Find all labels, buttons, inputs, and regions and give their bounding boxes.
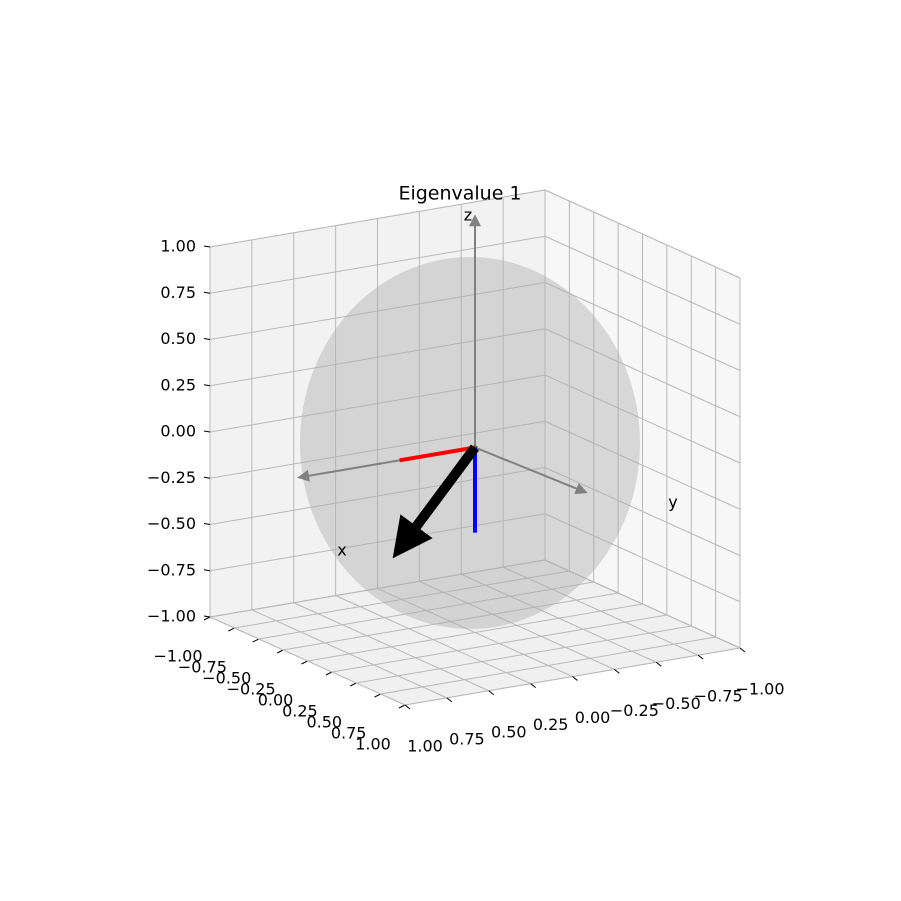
tick-mark bbox=[203, 338, 211, 340]
grid-line bbox=[209, 328, 546, 387]
y-tick-label: −0.25 bbox=[610, 701, 659, 720]
grid-line bbox=[209, 235, 546, 294]
z-tick-label: 0.00 bbox=[160, 422, 196, 441]
tick-mark bbox=[203, 615, 211, 618]
tick-mark bbox=[203, 569, 211, 572]
y-tick-label: −0.75 bbox=[694, 687, 743, 706]
tick-mark bbox=[614, 668, 620, 674]
y-tick-label: 0.00 bbox=[575, 708, 611, 727]
tick-mark bbox=[739, 647, 746, 653]
grid-line bbox=[544, 420, 741, 510]
grid-line bbox=[209, 282, 546, 340]
grid-line bbox=[419, 580, 615, 670]
tick-mark bbox=[228, 627, 235, 632]
x-tick-label: 0.75 bbox=[331, 724, 367, 743]
tick-mark bbox=[203, 384, 211, 387]
vector bbox=[399, 445, 476, 463]
tick-mark bbox=[697, 654, 704, 660]
tick-mark bbox=[203, 430, 211, 433]
plot: −1.00−0.75−0.50−0.250.000.250.500.751.00… bbox=[147, 214, 785, 756]
tick-mark bbox=[572, 676, 578, 681]
z-tick-label: −0.25 bbox=[147, 468, 196, 487]
y-tick-label: 0.50 bbox=[491, 722, 527, 741]
tick-mark bbox=[203, 616, 211, 621]
grid-line bbox=[209, 189, 546, 248]
y-tick-label: −0.50 bbox=[652, 694, 701, 713]
z-tick-label: 0.50 bbox=[160, 329, 196, 348]
chart-title: Eigenvalue 1 bbox=[398, 183, 521, 205]
z-tick-label: 0.75 bbox=[160, 283, 196, 302]
grid-line bbox=[209, 420, 546, 479]
tick-mark bbox=[655, 661, 662, 667]
y-tick-label: 1.00 bbox=[407, 737, 443, 756]
z-tick-label: −0.50 bbox=[147, 514, 196, 533]
x-tick-label: −0.25 bbox=[227, 680, 276, 699]
y-axis-label: y bbox=[668, 493, 677, 512]
grid-line bbox=[544, 513, 741, 603]
x-tick-label: −1.00 bbox=[153, 647, 202, 666]
grid-line bbox=[544, 189, 741, 279]
grid-line bbox=[544, 282, 741, 371]
grid-line bbox=[209, 374, 546, 433]
grid-line bbox=[502, 566, 699, 656]
grid-line bbox=[461, 573, 657, 663]
tick-mark bbox=[374, 693, 381, 698]
grid bbox=[203, 189, 746, 710]
grid-line bbox=[544, 235, 741, 325]
tick-mark bbox=[530, 683, 536, 689]
x-tick-label: 0.50 bbox=[306, 713, 342, 732]
tick-mark bbox=[252, 638, 259, 643]
tick-mark bbox=[398, 704, 406, 709]
x-tick-label: 0.00 bbox=[258, 691, 294, 710]
vector bbox=[392, 444, 480, 559]
z-tick-label: −1.00 bbox=[147, 607, 196, 626]
grid-line bbox=[209, 467, 546, 525]
tick-mark bbox=[203, 523, 211, 525]
grid-line bbox=[377, 588, 573, 677]
tick-mark bbox=[301, 660, 308, 665]
tick-mark bbox=[276, 649, 284, 654]
tick-mark bbox=[203, 476, 211, 479]
grid-line bbox=[209, 513, 546, 572]
x-tick-label: −0.50 bbox=[202, 669, 251, 688]
grid-line bbox=[544, 467, 741, 556]
grid-line bbox=[293, 602, 489, 692]
x-tick-label: 1.00 bbox=[355, 735, 391, 754]
grid-line bbox=[544, 559, 741, 649]
grid-line bbox=[209, 559, 546, 618]
y-tick-label: 0.75 bbox=[449, 729, 485, 748]
z-axis-label: z bbox=[464, 206, 472, 225]
grid-line bbox=[251, 609, 448, 699]
grid-line bbox=[209, 616, 406, 706]
tick-mark bbox=[488, 690, 495, 696]
grid-line bbox=[544, 328, 741, 418]
y-tick-label: −1.00 bbox=[735, 680, 784, 699]
tick-mark bbox=[203, 245, 211, 248]
z-tick-label: 1.00 bbox=[160, 237, 196, 256]
z-tick-label: 0.25 bbox=[160, 375, 196, 394]
tick-mark bbox=[203, 291, 211, 294]
y-tick-label: 0.25 bbox=[533, 715, 569, 734]
tick-mark bbox=[404, 704, 411, 710]
x-tick-label: −0.75 bbox=[178, 658, 227, 677]
axis-arrow bbox=[474, 446, 588, 495]
grid-line bbox=[335, 595, 531, 685]
tick-mark bbox=[350, 682, 357, 687]
tick-mark bbox=[446, 697, 453, 703]
sphere bbox=[300, 257, 640, 629]
grid-line bbox=[544, 374, 741, 464]
z-tick-label: −0.75 bbox=[147, 560, 196, 579]
x-tick-label: 0.25 bbox=[282, 702, 318, 721]
tick-mark bbox=[325, 671, 333, 676]
x-axis-label: x bbox=[337, 541, 346, 560]
